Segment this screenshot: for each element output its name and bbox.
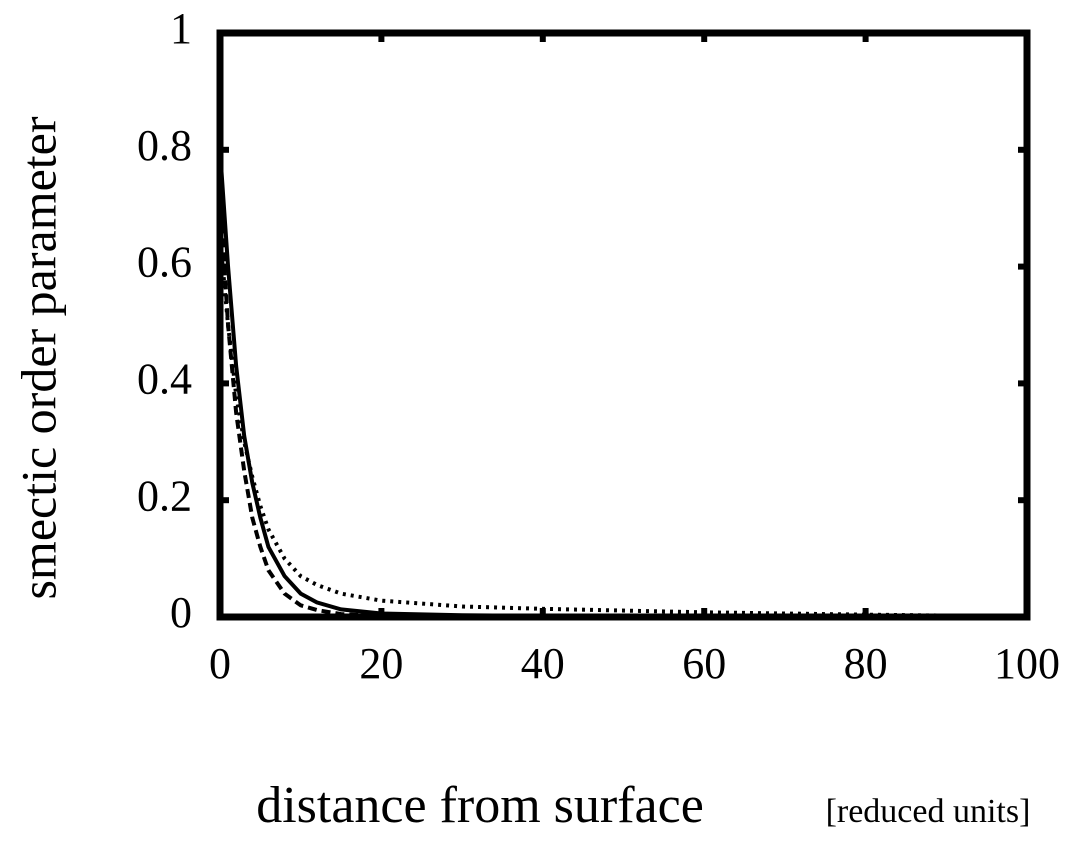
y-tick-label: 0.6 (137, 238, 192, 287)
x-tick-label: 80 (844, 639, 888, 688)
x-tick-label: 60 (682, 639, 726, 688)
x-axis-units: [reduced units] (826, 793, 1031, 830)
y-tick-label: 0.4 (137, 354, 192, 403)
x-tick-label: 100 (994, 639, 1060, 688)
y-axis-label: smectic order parameter (10, 116, 66, 599)
y-tick-label: 0.2 (137, 471, 192, 520)
data-line (218, 237, 1028, 619)
data-line (218, 149, 1028, 619)
x-tick-label: 40 (521, 639, 565, 688)
plot-frame (216, 29, 1031, 621)
y-tick-label: 0 (170, 588, 192, 637)
x-tick-label: 20 (359, 639, 403, 688)
x-axis-label: distance from surface (256, 777, 704, 834)
data-line (218, 196, 1028, 619)
y-tick-label: 0.8 (137, 121, 192, 170)
x-tick-label: 0 (209, 639, 231, 688)
y-tick-label: 1 (170, 4, 192, 53)
